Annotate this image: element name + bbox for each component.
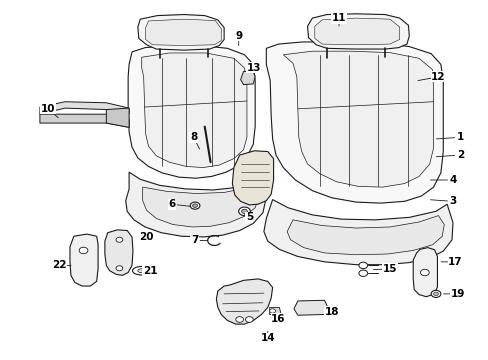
- Circle shape: [245, 317, 253, 322]
- Polygon shape: [286, 216, 443, 255]
- Polygon shape: [106, 108, 129, 127]
- Circle shape: [192, 204, 197, 207]
- Text: 8: 8: [189, 132, 197, 142]
- Circle shape: [116, 237, 122, 242]
- Polygon shape: [264, 199, 452, 265]
- Polygon shape: [307, 14, 408, 49]
- Text: 20: 20: [139, 232, 154, 242]
- Circle shape: [433, 292, 438, 296]
- Polygon shape: [314, 18, 399, 45]
- Text: 14: 14: [260, 333, 275, 343]
- Polygon shape: [240, 72, 255, 85]
- Text: 18: 18: [324, 307, 338, 317]
- Polygon shape: [283, 51, 433, 187]
- Circle shape: [430, 290, 440, 297]
- Text: 9: 9: [235, 31, 242, 41]
- Text: 7: 7: [190, 235, 198, 246]
- Polygon shape: [412, 248, 437, 297]
- Polygon shape: [232, 151, 273, 205]
- Polygon shape: [269, 307, 280, 315]
- Text: 22: 22: [52, 260, 66, 270]
- Circle shape: [116, 266, 122, 271]
- Polygon shape: [293, 300, 327, 315]
- Text: 19: 19: [450, 289, 464, 299]
- Circle shape: [235, 317, 243, 322]
- Text: 17: 17: [447, 257, 462, 267]
- Polygon shape: [40, 102, 129, 114]
- Text: 5: 5: [245, 212, 252, 222]
- Ellipse shape: [132, 266, 151, 275]
- Polygon shape: [138, 14, 224, 50]
- Circle shape: [358, 262, 367, 269]
- Text: 4: 4: [448, 175, 456, 185]
- Text: 6: 6: [168, 199, 175, 209]
- Polygon shape: [125, 172, 266, 237]
- Polygon shape: [266, 42, 443, 203]
- Text: 13: 13: [246, 63, 261, 73]
- Ellipse shape: [138, 269, 145, 273]
- Circle shape: [269, 309, 275, 313]
- Text: 10: 10: [41, 104, 55, 114]
- Polygon shape: [128, 45, 255, 178]
- Text: 3: 3: [448, 196, 456, 206]
- Text: 21: 21: [142, 266, 157, 276]
- Polygon shape: [142, 53, 246, 167]
- Circle shape: [79, 247, 88, 254]
- Text: 15: 15: [382, 264, 396, 274]
- Polygon shape: [104, 230, 133, 275]
- Circle shape: [358, 270, 367, 276]
- Text: 16: 16: [271, 314, 285, 324]
- Polygon shape: [70, 234, 98, 286]
- Text: 1: 1: [456, 132, 463, 142]
- Text: 12: 12: [430, 72, 445, 82]
- Polygon shape: [145, 19, 221, 45]
- Circle shape: [420, 269, 428, 276]
- Text: 2: 2: [456, 150, 463, 160]
- Polygon shape: [40, 114, 129, 127]
- Text: 11: 11: [331, 13, 346, 23]
- Circle shape: [190, 202, 200, 209]
- Polygon shape: [216, 279, 272, 324]
- Circle shape: [241, 209, 247, 213]
- Circle shape: [238, 207, 250, 216]
- Polygon shape: [142, 183, 259, 227]
